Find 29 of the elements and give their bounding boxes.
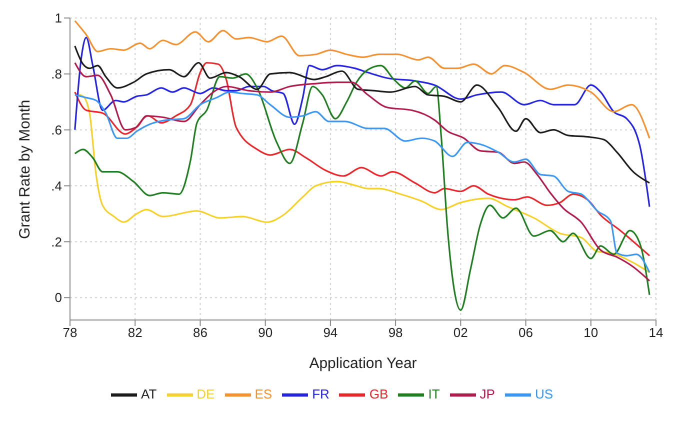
- y-tick-label: .2: [51, 234, 62, 250]
- y-tick-label: 0: [54, 290, 62, 306]
- x-tick-label: 78: [62, 325, 78, 340]
- legend-label: ES: [254, 386, 272, 402]
- line-series: [74, 45, 650, 184]
- line-series: [74, 36, 650, 208]
- x-tick-label: 02: [453, 325, 468, 340]
- x-tick-label: 10: [584, 325, 598, 340]
- y-axis-title: Grant Rate by Month: [16, 100, 34, 239]
- y-tick-label: .6: [51, 122, 62, 138]
- x-tick-label: 82: [128, 325, 142, 340]
- y-tick-label: .4: [51, 178, 62, 194]
- legend-label: FR: [312, 386, 330, 402]
- legend-label: US: [534, 386, 553, 402]
- x-axis-title: Application Year: [309, 355, 417, 372]
- legend-label: AT: [141, 386, 157, 402]
- x-tick-label: 14: [648, 325, 664, 340]
- legend-label: JP: [480, 386, 495, 402]
- y-tick-label: 1: [54, 10, 62, 26]
- legend-label: IT: [428, 386, 440, 402]
- y-tick-label: .8: [51, 66, 62, 82]
- x-tick-label: 90: [258, 325, 273, 340]
- legend-label: DE: [196, 386, 215, 402]
- x-tick-label: 94: [323, 325, 338, 340]
- line-series: [74, 20, 650, 140]
- x-tick-label: 98: [388, 325, 403, 340]
- x-tick-label: 86: [192, 325, 208, 340]
- x-tick-label: 06: [518, 325, 534, 340]
- legend-label: GB: [369, 386, 388, 402]
